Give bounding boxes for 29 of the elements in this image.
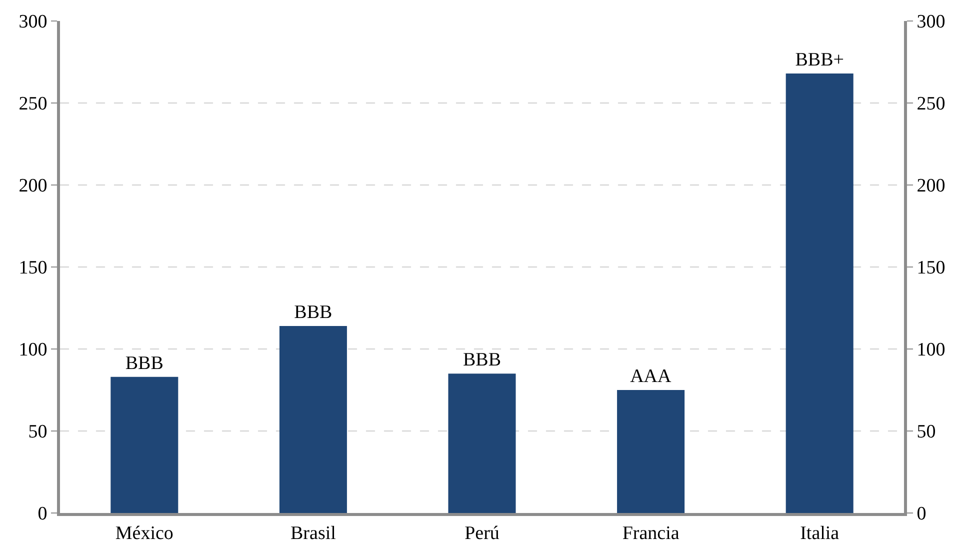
y-tick-label: 0: [38, 504, 48, 525]
data-label: BBB: [294, 302, 332, 324]
y-tick-label: 100: [18, 340, 48, 361]
y2-tick-label: 200: [916, 176, 946, 197]
bar: [448, 374, 516, 513]
data-label: BBB: [462, 350, 502, 371]
y-tick-label: 250: [18, 94, 48, 115]
bar: [279, 326, 347, 513]
y2-tick-label: 0: [916, 504, 926, 525]
bar: [617, 390, 685, 513]
data-label: BBB+: [795, 49, 844, 70]
y-tick-label: 50: [28, 422, 48, 443]
x-tick-label: Perú: [464, 522, 500, 544]
y2-tick-label: 100: [916, 340, 946, 361]
x-tick-label: Francia: [622, 522, 680, 544]
bar: [786, 73, 854, 513]
x-tick-label: Italia: [800, 522, 840, 544]
data-label: AAA: [630, 366, 672, 387]
y2-tick-label: 150: [916, 258, 946, 279]
y-tick-label: 200: [18, 176, 48, 197]
y-tick-label: 300: [18, 12, 48, 33]
data-label: BBB: [125, 352, 164, 374]
y2-tick-label: 250: [916, 94, 946, 115]
x-tick-label: Brasil: [290, 522, 336, 544]
bar: [110, 376, 178, 513]
y2-tick-label: 50: [916, 422, 936, 443]
y-tick-label: 150: [18, 258, 48, 279]
x-tick-label: México: [115, 522, 174, 544]
y2-tick-label: 300: [916, 12, 946, 33]
